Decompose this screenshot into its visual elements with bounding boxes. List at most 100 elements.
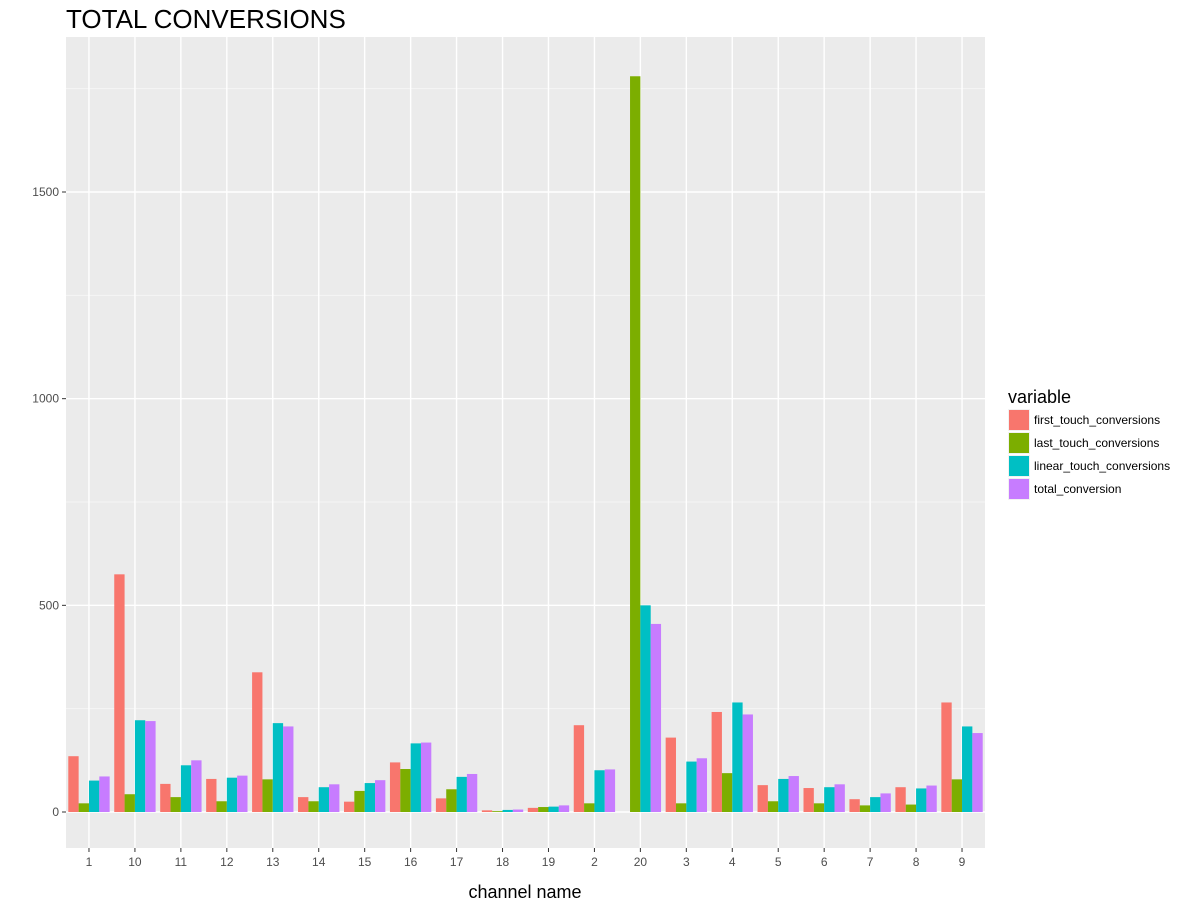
bar <box>711 711 722 812</box>
bar <box>951 779 963 812</box>
bar <box>813 803 825 812</box>
x-tick-label: 7 <box>867 855 874 869</box>
bar <box>512 809 524 812</box>
x-tick-label: 14 <box>312 855 326 869</box>
bar <box>272 723 284 812</box>
bar <box>732 702 743 812</box>
bar <box>262 779 273 812</box>
bar <box>502 809 513 812</box>
bar <box>972 733 983 812</box>
x-tick-label: 2 <box>591 855 598 869</box>
bar <box>630 76 641 813</box>
bar <box>191 760 202 812</box>
x-tick-label: 8 <box>913 855 920 869</box>
bar <box>318 787 330 812</box>
bar <box>721 773 733 812</box>
bar <box>237 775 248 812</box>
bar <box>145 721 156 812</box>
x-tick-label: 13 <box>266 855 280 869</box>
legend-key <box>1009 410 1029 430</box>
bar <box>78 803 89 812</box>
legend-title: variable <box>1008 387 1071 407</box>
bar <box>456 776 467 812</box>
bar <box>410 743 421 812</box>
bar <box>88 780 100 812</box>
legend-key <box>1009 433 1029 453</box>
bar <box>640 605 651 812</box>
bar <box>99 776 110 812</box>
bar <box>675 803 687 812</box>
bar <box>180 765 192 812</box>
x-tick-label: 16 <box>404 855 418 869</box>
bar <box>870 797 881 812</box>
bar <box>859 805 871 812</box>
bar <box>926 785 937 812</box>
bar <box>68 756 79 812</box>
x-tick-label: 5 <box>775 855 782 869</box>
bar <box>767 801 779 812</box>
bar <box>206 778 217 812</box>
x-tick-label: 9 <box>959 855 966 869</box>
bar <box>584 803 595 812</box>
bar <box>114 574 125 812</box>
legend-label: first_touch_conversions <box>1034 413 1160 427</box>
bar <box>466 773 478 812</box>
bar <box>742 714 753 812</box>
y-tick-label: 1000 <box>32 392 59 406</box>
x-axis-label: channel name <box>468 882 581 900</box>
bar <box>134 720 146 812</box>
legend-label: total_conversion <box>1034 482 1121 496</box>
bar <box>298 797 309 812</box>
bar <box>788 776 799 812</box>
chart-title: TOTAL CONVERSIONS <box>66 4 346 34</box>
bar <box>834 784 845 812</box>
bar <box>329 784 340 812</box>
bar <box>375 780 386 812</box>
bar <box>665 737 676 812</box>
bar <box>895 787 906 812</box>
bar <box>389 762 401 812</box>
y-tick-label: 0 <box>52 805 59 819</box>
plot-panel <box>66 37 985 848</box>
y-axis: 0 500 1000 1500 <box>32 185 66 819</box>
y-tick-label: 500 <box>39 598 59 612</box>
x-tick-label: 19 <box>542 855 556 869</box>
bars <box>68 76 983 813</box>
x-tick-label: 3 <box>683 855 690 869</box>
x-tick-label: 1 <box>86 855 93 869</box>
x-tick-label: 10 <box>128 855 142 869</box>
legend-label: linear_touch_conversions <box>1034 459 1170 473</box>
bar <box>435 798 447 812</box>
bar <box>170 797 181 812</box>
legend: variable first_touch_conversions last_tou… <box>1008 387 1170 500</box>
x-tick-label: 15 <box>358 855 372 869</box>
bar <box>905 804 917 812</box>
bar <box>354 790 365 812</box>
bar <box>343 801 355 812</box>
bar <box>548 806 559 812</box>
bar <box>824 787 835 812</box>
bar <box>216 801 227 812</box>
bar <box>160 783 171 812</box>
bar <box>916 788 927 812</box>
x-tick-label: 17 <box>450 855 464 869</box>
bar <box>650 623 662 812</box>
bar <box>308 801 319 812</box>
y-tick-label: 1500 <box>32 185 59 199</box>
legend-label: last_touch_conversions <box>1034 436 1159 450</box>
bar <box>849 799 860 812</box>
x-tick-label: 4 <box>729 855 736 869</box>
bar <box>364 783 376 812</box>
bar <box>283 726 294 812</box>
bar <box>420 742 432 812</box>
bar <box>527 807 539 812</box>
bar <box>400 769 411 812</box>
bar <box>880 793 891 812</box>
x-tick-label: 11 <box>175 855 188 869</box>
bar <box>778 778 789 812</box>
bar <box>252 672 263 812</box>
bar <box>941 702 952 812</box>
bar <box>124 794 135 812</box>
bar <box>803 788 814 812</box>
